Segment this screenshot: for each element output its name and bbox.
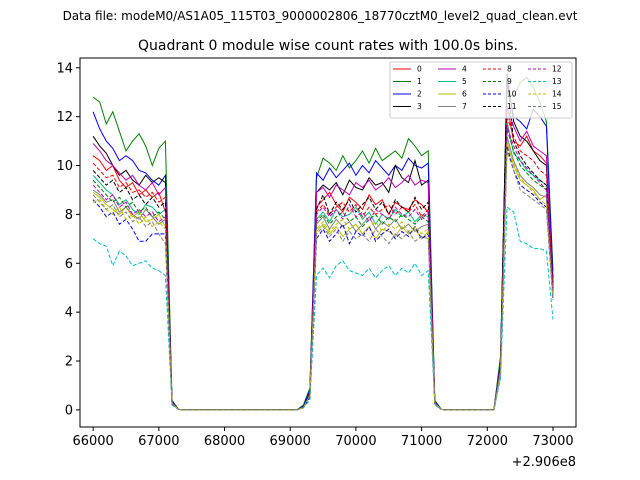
legend-entry-11: 11 [483,102,517,111]
y-tick-label: 0 [65,403,73,418]
legend-entry-3: 3 [393,102,422,111]
y-tick-label: 4 [65,306,73,321]
legend-entry-15: 15 [528,102,562,111]
x-tick-label: 68000 [204,434,245,449]
legend-entry-6: 6 [438,90,467,99]
y-tick-label: 6 [65,257,73,272]
x-tick-label: 66000 [72,434,113,449]
y-axis: 0 2 4 6 8 10 12 14 [56,61,80,418]
legend-label: 15 [552,102,562,111]
y-tick-label: 10 [56,159,73,174]
legend-entry-1: 1 [393,77,422,86]
legend-entry-4: 4 [438,65,467,74]
legend-label: 11 [507,102,517,111]
legend-label: 5 [462,77,467,86]
series-line-15 [92,150,554,411]
x-axis: 66000 67000 68000 69000 70000 71000 72000 73000 [72,427,574,449]
legend-entry-9: 9 [483,77,512,86]
axes-frame [79,57,577,428]
x-tick-label: 73000 [532,434,573,449]
legend-label: 8 [507,65,512,74]
x-tick-label: 70000 [335,434,376,449]
x-tick-label: 67000 [138,434,179,449]
legend-label: 12 [552,65,562,74]
legend-label: 3 [417,102,422,111]
legend-entry-7: 7 [438,102,467,111]
legend-entry-14: 14 [528,90,562,99]
chart-title: Quadrant 0 module wise count rates with … [138,38,518,54]
legend-entry-10: 10 [483,90,517,99]
y-tick-label: 8 [65,208,73,223]
legend-label: 4 [462,65,467,74]
legend-entry-13: 13 [528,77,562,86]
x-tick-label: 69000 [270,434,311,449]
legend-entry-12: 12 [528,65,562,74]
x-tick-label: 72000 [467,434,508,449]
chart-supertitle: Data file: modeM0/AS1A05_115T03_90000028… [63,9,578,23]
legend-entry-2: 2 [393,90,422,99]
legend-box [389,61,573,119]
y-tick-label: 2 [65,355,73,370]
legend-entry-8: 8 [483,65,512,74]
legend-label: 9 [507,77,512,86]
legend-label: 0 [417,65,422,74]
plot-lines [92,72,554,411]
legend-entry-5: 5 [438,77,467,86]
y-tick-label: 14 [56,61,73,76]
x-tick-label: 71000 [401,434,442,449]
legend-label: 1 [417,77,422,86]
y-tick-label: 12 [56,110,73,125]
legend-label: 14 [552,90,562,99]
legend-label: 10 [507,90,517,99]
legend-label: 2 [417,90,422,99]
legend-label: 13 [552,77,562,86]
x-offset-label: +2.906e8 [512,455,576,470]
legend-label: 7 [462,102,467,111]
legend-entry-0: 0 [393,65,422,74]
legend-label: 6 [462,90,467,99]
